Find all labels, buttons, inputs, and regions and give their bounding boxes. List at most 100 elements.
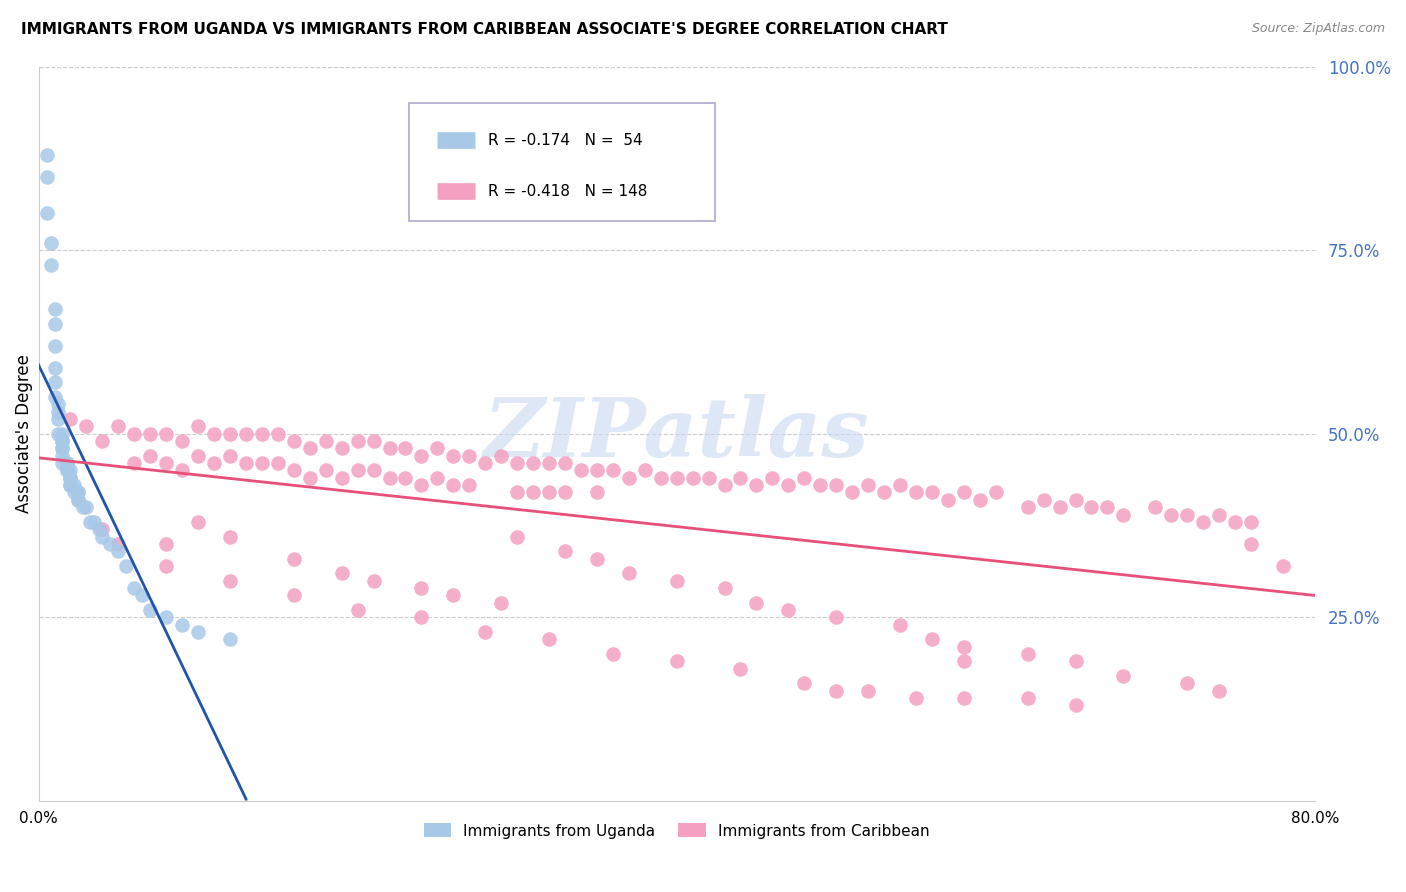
Point bbox=[62, 485, 84, 500]
Point bbox=[889, 478, 911, 492]
Point bbox=[538, 632, 561, 647]
Point bbox=[426, 442, 449, 456]
Point bbox=[586, 551, 609, 566]
Point bbox=[219, 574, 242, 588]
Point bbox=[283, 588, 305, 602]
Point bbox=[44, 301, 66, 316]
Point bbox=[793, 676, 815, 690]
Point bbox=[219, 449, 242, 463]
Point bbox=[411, 449, 433, 463]
Point bbox=[778, 603, 800, 617]
Point bbox=[1175, 676, 1198, 690]
Point bbox=[1208, 508, 1230, 522]
Point bbox=[155, 426, 177, 441]
Point bbox=[682, 471, 704, 485]
Point bbox=[569, 463, 592, 477]
Text: R = -0.418   N = 148: R = -0.418 N = 148 bbox=[488, 184, 647, 199]
Point bbox=[46, 397, 69, 411]
Point bbox=[202, 456, 225, 470]
Point bbox=[363, 574, 385, 588]
Point bbox=[1049, 500, 1071, 515]
Point bbox=[91, 530, 114, 544]
Point bbox=[59, 471, 82, 485]
Point bbox=[506, 456, 529, 470]
Point bbox=[51, 442, 73, 456]
Point bbox=[1240, 515, 1263, 529]
Point bbox=[1097, 500, 1119, 515]
Point bbox=[115, 558, 138, 573]
Point bbox=[51, 456, 73, 470]
Point bbox=[51, 434, 73, 448]
Point bbox=[35, 206, 58, 220]
Point bbox=[39, 258, 62, 272]
Point bbox=[441, 478, 464, 492]
Point bbox=[98, 537, 121, 551]
Point bbox=[330, 566, 353, 581]
Point bbox=[730, 662, 752, 676]
Point bbox=[856, 478, 879, 492]
Point bbox=[346, 463, 368, 477]
Point bbox=[155, 537, 177, 551]
Point bbox=[44, 376, 66, 390]
Point bbox=[522, 485, 544, 500]
Point bbox=[378, 442, 401, 456]
Point bbox=[235, 456, 257, 470]
Point bbox=[219, 530, 242, 544]
Point bbox=[56, 463, 79, 477]
Point bbox=[378, 471, 401, 485]
Point bbox=[617, 471, 640, 485]
Point bbox=[72, 500, 94, 515]
Point bbox=[62, 478, 84, 492]
Point bbox=[346, 603, 368, 617]
Point bbox=[761, 471, 783, 485]
Point bbox=[75, 500, 97, 515]
Point bbox=[44, 390, 66, 404]
Point bbox=[1144, 500, 1167, 515]
Point bbox=[44, 338, 66, 352]
Point bbox=[51, 434, 73, 448]
Point bbox=[59, 471, 82, 485]
Point bbox=[554, 456, 576, 470]
Point bbox=[586, 485, 609, 500]
FancyBboxPatch shape bbox=[409, 103, 716, 221]
Point bbox=[131, 588, 153, 602]
Point bbox=[172, 434, 194, 448]
Point bbox=[51, 426, 73, 441]
Point bbox=[1208, 683, 1230, 698]
Point bbox=[67, 485, 90, 500]
Point bbox=[426, 471, 449, 485]
Point bbox=[298, 442, 321, 456]
Point bbox=[89, 522, 111, 536]
Point bbox=[1017, 500, 1039, 515]
Point bbox=[602, 647, 624, 661]
Point bbox=[1112, 508, 1135, 522]
Point bbox=[921, 485, 943, 500]
Point bbox=[155, 558, 177, 573]
Point bbox=[745, 478, 768, 492]
Point bbox=[56, 456, 79, 470]
Point bbox=[474, 456, 496, 470]
Point bbox=[793, 471, 815, 485]
Point bbox=[1271, 558, 1294, 573]
Point bbox=[538, 456, 561, 470]
Point bbox=[665, 574, 688, 588]
Point bbox=[267, 456, 290, 470]
Point bbox=[59, 471, 82, 485]
Point bbox=[363, 463, 385, 477]
Point bbox=[1160, 508, 1182, 522]
Point bbox=[107, 537, 129, 551]
Point bbox=[75, 419, 97, 434]
Point bbox=[697, 471, 720, 485]
Point bbox=[778, 478, 800, 492]
Point bbox=[187, 625, 209, 640]
Point bbox=[219, 426, 242, 441]
Point bbox=[984, 485, 1007, 500]
Text: R = -0.174   N =  54: R = -0.174 N = 54 bbox=[488, 133, 643, 147]
Point bbox=[46, 412, 69, 426]
Point bbox=[51, 449, 73, 463]
Point bbox=[1112, 669, 1135, 683]
Point bbox=[538, 485, 561, 500]
Point bbox=[394, 442, 416, 456]
Point bbox=[1032, 492, 1054, 507]
Point bbox=[67, 492, 90, 507]
